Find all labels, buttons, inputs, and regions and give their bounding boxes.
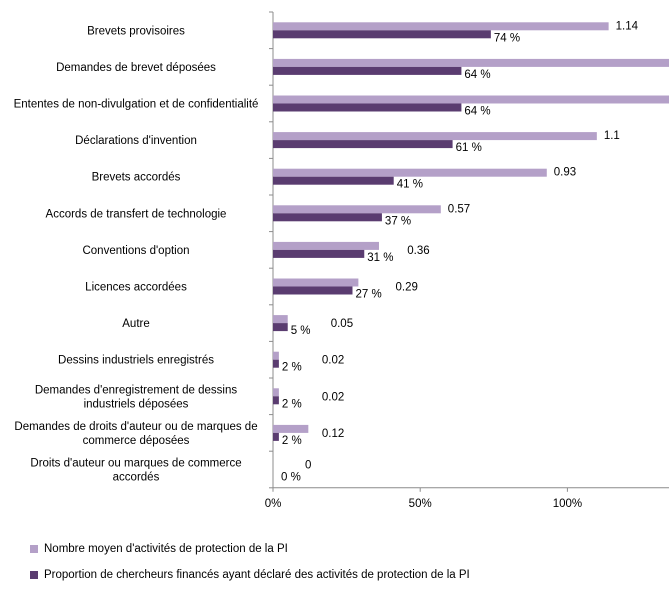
bar-mean-activities [273,95,669,104]
category-label: Licences accordées [85,282,187,294]
bar-mean-activities [273,132,597,141]
data-label-mean-activities: 0.36 [407,245,429,257]
data-label-proportion-researchers: 2 % [282,435,302,447]
category-label-line: Licences accordées [85,282,187,294]
bar-mean-activities [273,278,359,287]
bar-mean-activities [273,388,279,397]
category-label: Brevets accordés [92,172,181,184]
bar-proportion-researchers [273,249,365,258]
data-label-mean-activities: 0.02 [322,391,344,403]
data-label-proportion-researchers: 5 % [291,325,311,337]
category-label-line: Brevets provisoires [87,25,185,37]
category-label-line: Autre [122,318,150,330]
data-label-proportion-researchers: 37 % [385,215,411,227]
category-label-line: Dessins industriels enregistrés [58,355,214,367]
category-label: Ententes de non-divulgation et de confid… [14,99,259,111]
data-label-mean-activities: 0.93 [554,167,576,179]
x-tick-label: 100% [553,498,582,510]
bar-proportion-researchers [273,396,279,405]
bar-mean-activities [273,241,379,250]
category-label-line: Ententes de non-divulgation et de confid… [14,99,259,111]
category-label: Demandes de droits d'auteur ou de marque… [14,421,257,447]
data-label-proportion-researchers: 0 % [281,472,301,484]
bar-mean-activities [273,168,547,177]
category-label-line: Conventions d'option [82,245,189,257]
bar-mean-activities [273,22,609,31]
x-tick-label: 50% [409,498,432,510]
legend-label-proportion-researchers: Proportion de chercheurs financés ayant … [44,569,470,581]
category-label-line: Demandes d'enregistrement de dessins [35,384,238,396]
data-label-proportion-researchers: 41 % [397,179,423,191]
bar-proportion-researchers [273,213,382,222]
data-label-mean-activities: 0.05 [331,318,353,330]
data-label-mean-activities: 0.57 [448,203,470,215]
category-label: Accords de transfert de technologie [46,208,227,220]
category-label-line: Droits d'auteur ou marques de commerce [30,458,241,470]
category-label-line: industriels déposées [84,398,189,410]
chart-labels: Brevets provisoires 1.14 74 % Demandes de b… [14,20,639,484]
bar-proportion-researchers [273,30,491,39]
bar-mean-activities [273,315,288,324]
data-label-mean-activities: 1.1 [604,130,620,142]
data-label-proportion-researchers: 31 % [367,252,393,264]
category-label-line: Demandes de brevet déposées [56,62,216,74]
category-label: Demandes d'enregistrement de dessins indu… [35,384,238,410]
category-label: Demandes de brevet déposées [56,62,216,74]
data-label-mean-activities: 1.14 [616,20,639,32]
bar-proportion-researchers [273,286,353,295]
bar-proportion-researchers [273,323,288,332]
bar-mean-activities [273,205,441,214]
category-label: Droits d'auteur ou marques de commerce ac… [30,458,241,484]
category-label-line: accordés [113,472,160,484]
bar-proportion-researchers [273,140,453,149]
bar-proportion-researchers [273,66,462,75]
data-label-mean-activities: 0.29 [395,282,417,294]
category-label: Brevets provisoires [87,25,185,37]
bar-mean-activities [273,58,669,67]
data-label-proportion-researchers: 27 % [355,289,381,301]
category-label: Dessins industriels enregistrés [58,355,214,367]
bar-mean-activities [273,351,279,360]
bar-proportion-researchers [273,176,394,185]
category-label: Conventions d'option [82,245,189,257]
data-label-mean-activities: 0 [305,460,311,472]
bar-mean-activities [273,424,309,433]
data-label-proportion-researchers: 64 % [464,69,490,81]
chart-bars [273,22,669,441]
category-label: Autre [122,318,150,330]
data-label-proportion-researchers: 2 % [282,398,302,410]
legend-item-mean-activities: Nombre moyen d'activités de protection d… [30,543,288,555]
category-label-line: Brevets accordés [92,172,181,184]
data-label-proportion-researchers: 2 % [282,362,302,374]
bar-proportion-researchers [273,359,279,368]
legend-swatch-mean-activities [30,545,38,553]
category-label-line: Demandes de droits d'auteur ou de marque… [14,421,257,433]
bar-proportion-researchers [273,103,462,112]
x-tick-label: 0% [265,498,282,510]
category-label-line: Accords de transfert de technologie [46,208,227,220]
data-label-proportion-researchers: 64 % [464,106,490,118]
bar-proportion-researchers [273,432,279,441]
category-label-line: Déclarations d'invention [75,135,197,147]
category-label-line: commerce déposées [83,435,190,447]
legend-label-mean-activities: Nombre moyen d'activités de protection d… [44,543,288,555]
legend-item-proportion-researchers: Proportion de chercheurs financés ayant … [30,569,470,581]
data-label-proportion-researchers: 74 % [494,32,520,44]
data-label-mean-activities: 0.02 [322,355,344,367]
data-label-proportion-researchers: 61 % [456,142,482,154]
data-label-mean-activities: 0.12 [322,428,344,440]
legend-swatch-proportion-researchers [30,571,38,579]
category-label: Déclarations d'invention [75,135,197,147]
